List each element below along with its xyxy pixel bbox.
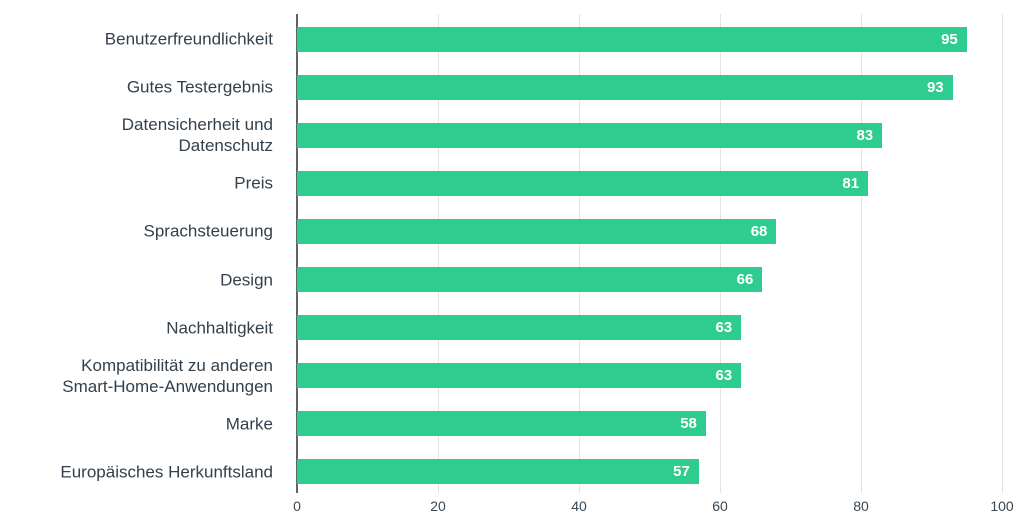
- x-tick-label-20: 20: [430, 498, 446, 514]
- category-label: Gutes Testergebnis: [126, 77, 273, 97]
- bar-value-label: 81: [842, 174, 860, 192]
- bar-value-label: 95: [941, 30, 958, 48]
- gridline-x-20: [438, 14, 439, 493]
- bar-value-label: 68: [750, 222, 768, 240]
- x-tick-label-60: 60: [712, 498, 728, 514]
- y-axis-line: [296, 14, 298, 493]
- bar-design: 66: [297, 267, 763, 292]
- category-label: Preis: [234, 173, 273, 193]
- bar-row: 68: [297, 218, 1002, 244]
- bar-value-label: 63: [715, 319, 733, 337]
- plot-area: 95 93 83 81 68 66 63 63 58 57: [296, 14, 1003, 493]
- x-tick-label-40: 40: [571, 498, 587, 514]
- bar-value-label: 57: [673, 463, 690, 481]
- bar-kompatibilität-zu-anderen-smart-home-anwendungen: 63: [297, 363, 742, 389]
- bar-benutzerfreundlichkeit: 95: [297, 26, 967, 52]
- bar-value-label: 83: [856, 126, 874, 144]
- gridline-x-80: [861, 14, 862, 493]
- bar-row: 57: [297, 459, 1002, 485]
- x-tick-label-80: 80: [853, 498, 869, 514]
- bar-gutes-testergebnis: 93: [297, 74, 953, 100]
- bar-row: 93: [297, 74, 1002, 100]
- category-label: Nachhaltigkeit: [166, 318, 273, 338]
- bar-row: 58: [297, 411, 1002, 437]
- bar-row: 63: [297, 363, 1002, 389]
- bar-row: 83: [297, 122, 1002, 148]
- bar-europäisches-herkunftsland: 57: [297, 459, 699, 485]
- bar-row: 95: [297, 26, 1002, 52]
- bar-marke: 58: [297, 411, 706, 437]
- gridline-x-100: [1002, 14, 1003, 493]
- gridline-x-40: [579, 14, 580, 493]
- category-label: Marke: [225, 414, 273, 434]
- category-label: Sprachsteuerung: [143, 221, 273, 241]
- bar-value-label: 93: [926, 78, 944, 96]
- x-tick-label-100: 100: [990, 498, 1014, 514]
- bar-preis: 81: [297, 170, 869, 196]
- category-label: Design: [220, 270, 273, 289]
- bar-row: 63: [297, 315, 1002, 341]
- category-label: Benutzerfreundlichkeit: [104, 29, 273, 49]
- category-label: Datensicherheit und Datenschutz: [121, 115, 273, 156]
- bar-nachhaltigkeit: 63: [297, 315, 742, 341]
- bar-row: 66: [297, 267, 1002, 292]
- bar-value-label: 66: [736, 271, 754, 288]
- bar-value-label: 63: [715, 367, 733, 385]
- category-label: Europäisches Herkunftsland: [60, 462, 273, 482]
- category-label: Kompatibilität zu anderen Smart-Home-Anwe…: [62, 355, 273, 396]
- bar-row: 81: [297, 170, 1002, 196]
- bar-datensicherheit-und-datenschutz: 83: [297, 122, 883, 148]
- bar-value-label: 58: [680, 415, 697, 433]
- bar-sprachsteuerung: 68: [297, 218, 777, 244]
- gridline-x-60: [720, 14, 721, 493]
- x-tick-label-0: 0: [293, 498, 301, 514]
